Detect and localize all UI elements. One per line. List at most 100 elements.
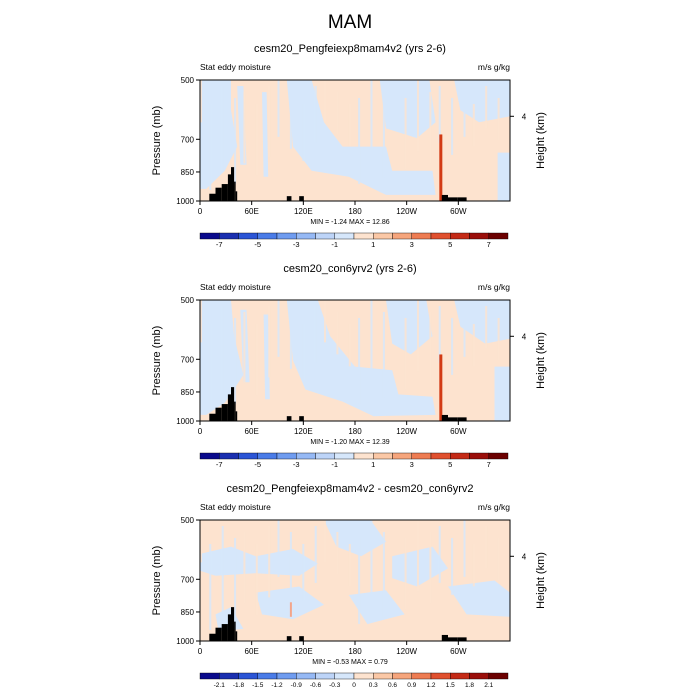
colorbar-swatch bbox=[488, 672, 509, 680]
x-tick-label: 60E bbox=[245, 427, 259, 436]
contour-streak bbox=[200, 520, 202, 563]
colorbar-label: -1 bbox=[331, 460, 338, 469]
topography-block bbox=[227, 394, 231, 421]
panel-left-label: Stat eddy moisture bbox=[200, 282, 271, 292]
contour-streak bbox=[255, 104, 258, 176]
panel-left-label: Stat eddy moisture bbox=[200, 62, 271, 72]
right-tick-label: 4 bbox=[522, 112, 527, 121]
colorbar-label: 7 bbox=[487, 240, 491, 249]
contour-streak bbox=[438, 306, 441, 363]
x-tick-label: 60W bbox=[450, 427, 467, 436]
colorbar-swatch bbox=[199, 452, 220, 460]
colorbar-label: -3 bbox=[293, 240, 300, 249]
x-tick-label: 60W bbox=[450, 647, 467, 656]
colorbar-swatch bbox=[411, 232, 432, 240]
contour-streak bbox=[268, 526, 271, 598]
contour-streak bbox=[255, 324, 258, 396]
contour-streak bbox=[358, 318, 361, 404]
colorbar-swatch bbox=[469, 232, 489, 240]
contour-streak bbox=[370, 300, 373, 386]
colorbar-swatch bbox=[334, 672, 355, 680]
contour-streak bbox=[417, 520, 419, 592]
topography-block bbox=[231, 167, 235, 201]
topography-block bbox=[286, 636, 292, 641]
y-tick-label: 500 bbox=[181, 296, 195, 305]
topography-block bbox=[286, 416, 292, 421]
colorbar-swatch bbox=[353, 232, 374, 240]
x-tick-label: 0 bbox=[198, 427, 203, 436]
y-tick-label: 850 bbox=[181, 608, 195, 617]
contour-streak bbox=[370, 520, 373, 606]
colorbar-swatch bbox=[199, 672, 220, 680]
contour-streak bbox=[289, 92, 292, 149]
negative-region bbox=[454, 300, 510, 344]
negative-region bbox=[386, 300, 433, 355]
colorbar-label: -5 bbox=[254, 240, 261, 249]
colorbar-swatch bbox=[296, 232, 316, 240]
colorbar-swatch bbox=[411, 672, 432, 680]
contour-streak bbox=[451, 318, 454, 375]
contour-streak bbox=[497, 318, 500, 361]
chart-panel-3: cesm20_Pengfeiexp8mam4v2 - cesm20_con6yr… bbox=[151, 483, 547, 689]
contour-streak bbox=[404, 318, 407, 390]
contour-streak bbox=[429, 92, 432, 164]
contour-streak bbox=[417, 300, 419, 372]
negative-region bbox=[262, 92, 269, 177]
contour-streak bbox=[209, 104, 212, 190]
contour-streak bbox=[417, 80, 419, 152]
contour-streak bbox=[221, 306, 224, 392]
colorbar-swatch bbox=[238, 672, 258, 680]
colorbar-label: 1.8 bbox=[465, 682, 474, 689]
topography-block bbox=[234, 621, 236, 641]
colorbar-swatch bbox=[411, 452, 432, 460]
colorbar-swatch bbox=[450, 672, 470, 680]
colorbar-swatch bbox=[353, 452, 374, 460]
topography-block bbox=[215, 407, 222, 421]
contour-streak bbox=[472, 104, 475, 147]
contour-streak bbox=[234, 538, 237, 624]
contour-streak bbox=[358, 98, 361, 184]
contour-streak bbox=[336, 92, 339, 135]
colorbar-swatch bbox=[488, 452, 509, 460]
contour-streak bbox=[243, 92, 246, 164]
contour-streak bbox=[438, 526, 441, 583]
x-tick-label: 120W bbox=[396, 427, 417, 436]
topography-block bbox=[221, 624, 228, 641]
x-tick-label: 0 bbox=[198, 207, 203, 216]
topography-block bbox=[227, 174, 231, 201]
colorbar-swatch bbox=[373, 672, 393, 680]
colorbar-swatch bbox=[276, 232, 297, 240]
colorbar-label: 3 bbox=[410, 240, 414, 249]
colorbar-swatch bbox=[353, 672, 374, 680]
y-tick-label: 500 bbox=[181, 76, 195, 85]
contour-streak bbox=[497, 538, 500, 581]
x-tick-label: 60E bbox=[245, 647, 259, 656]
x-tick-label: 120E bbox=[294, 207, 313, 216]
colorbar-swatch bbox=[315, 232, 335, 240]
topography-block bbox=[448, 417, 458, 421]
colorbar-label: -0.9 bbox=[291, 682, 303, 689]
contour-streak bbox=[243, 312, 246, 384]
x-tick-label: 0 bbox=[198, 647, 203, 656]
colorbar-swatch bbox=[469, 672, 489, 680]
colorbar-swatch bbox=[276, 672, 297, 680]
x-tick-label: 120W bbox=[396, 207, 417, 216]
topography-block bbox=[235, 631, 238, 641]
topography-block bbox=[299, 196, 304, 201]
contour-streak bbox=[314, 306, 317, 363]
colorbar-swatch bbox=[373, 452, 393, 460]
max-hotspot bbox=[439, 354, 443, 421]
contour-streak bbox=[348, 104, 351, 147]
topography-block bbox=[231, 387, 235, 421]
topography-block bbox=[215, 627, 222, 641]
topography-block bbox=[299, 636, 304, 641]
topography-block bbox=[209, 633, 216, 641]
colorbar-label: 0 bbox=[352, 682, 356, 689]
colorbar-label: 1.2 bbox=[426, 682, 435, 689]
right-tick-label: 4 bbox=[522, 552, 527, 561]
panel-units-label: m/s g/kg bbox=[478, 62, 510, 72]
colorbar-label: -1.2 bbox=[271, 682, 283, 689]
colorbar-label: -7 bbox=[216, 240, 223, 249]
contour-streak bbox=[234, 318, 237, 404]
